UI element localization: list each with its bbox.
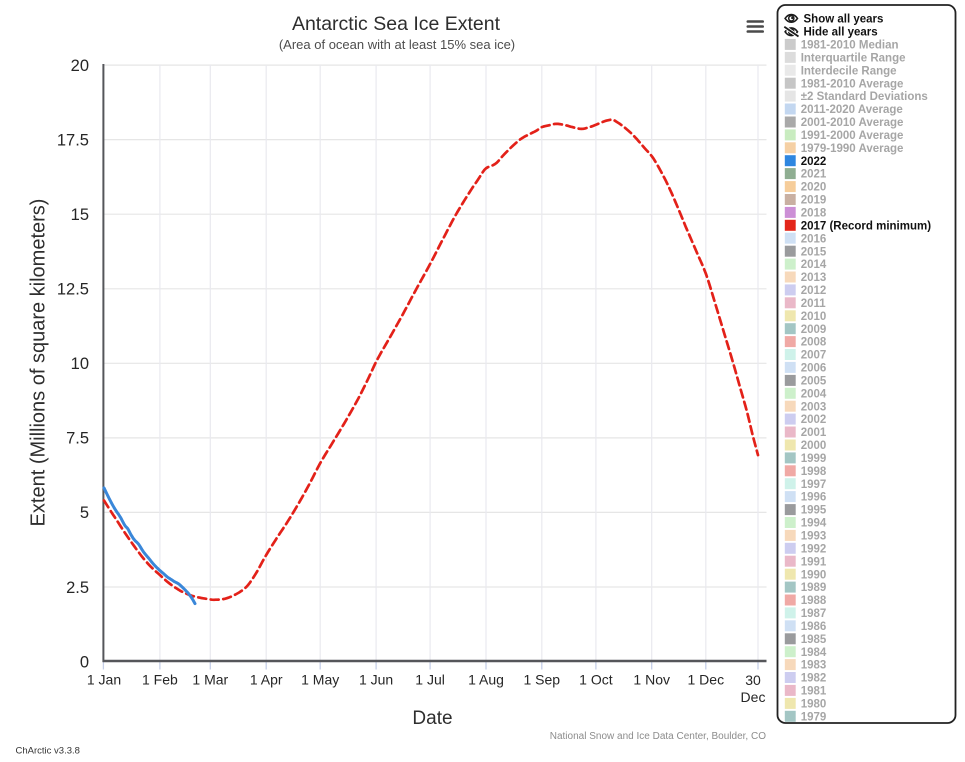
svg-text:±2 Standard Deviations: ±2 Standard Deviations [801,91,928,103]
svg-text:2016: 2016 [801,233,827,245]
svg-text:1991: 1991 [801,556,827,568]
svg-text:5: 5 [80,504,89,522]
svg-text:1980: 1980 [801,699,827,711]
svg-text:2001: 2001 [801,427,827,439]
svg-text:1985: 1985 [801,634,827,646]
svg-text:2012: 2012 [801,285,827,297]
svg-text:1 Jul: 1 Jul [415,672,445,688]
svg-text:1 May: 1 May [301,672,339,688]
svg-text:2021: 2021 [801,169,827,181]
svg-text:1998: 1998 [801,466,827,478]
svg-text:1 Dec: 1 Dec [688,672,725,688]
svg-text:1996: 1996 [801,492,827,504]
svg-text:30: 30 [745,672,761,688]
svg-text:20: 20 [71,57,89,75]
svg-text:2017 (Record minimum): 2017 (Record minimum) [801,220,932,232]
svg-text:2005: 2005 [801,376,827,388]
svg-text:10: 10 [71,355,89,373]
svg-text:1992: 1992 [801,543,827,555]
svg-text:2018: 2018 [801,208,827,220]
svg-text:2009: 2009 [801,324,827,336]
svg-text:2013: 2013 [801,272,827,284]
svg-text:2006: 2006 [801,363,827,375]
svg-text:1988: 1988 [801,595,827,607]
svg-text:Dec: Dec [741,689,766,705]
svg-text:(Area of ocean with at least 1: (Area of ocean with at least 15% sea ice… [279,37,515,52]
svg-text:2014: 2014 [801,259,827,271]
svg-text:0: 0 [80,653,89,671]
svg-text:1986: 1986 [801,621,827,633]
svg-text:Extent (Millions of square kil: Extent (Millions of square kilometers) [28,199,50,527]
svg-text:1981-2010 Median: 1981-2010 Median [801,40,899,52]
svg-text:1981-2010 Average: 1981-2010 Average [801,78,904,90]
svg-text:Date: Date [412,708,452,729]
svg-text:1997: 1997 [801,479,827,491]
svg-text:2.5: 2.5 [66,579,89,597]
svg-text:1993: 1993 [801,531,827,543]
svg-text:7.5: 7.5 [66,430,89,448]
svg-text:1984: 1984 [801,647,827,659]
svg-text:2004: 2004 [801,388,827,400]
svg-text:2011: 2011 [801,298,827,310]
svg-text:Interquartile Range: Interquartile Range [801,53,906,65]
svg-text:2015: 2015 [801,246,827,258]
svg-text:Show all years: Show all years [804,14,884,26]
svg-text:Hide all years: Hide all years [804,27,878,39]
svg-text:1979: 1979 [801,711,827,723]
svg-text:National Snow and Ice Data Cen: National Snow and Ice Data Center, Bould… [550,731,766,742]
svg-text:1991-2000 Average: 1991-2000 Average [801,130,904,142]
svg-text:1999: 1999 [801,453,827,465]
svg-text:12.5: 12.5 [57,281,89,299]
svg-text:1 Feb: 1 Feb [142,672,178,688]
svg-text:ChArctic v3.3.8: ChArctic v3.3.8 [16,746,80,757]
svg-text:2011-2020 Average: 2011-2020 Average [801,104,903,116]
svg-text:15: 15 [71,206,89,224]
svg-text:1 Nov: 1 Nov [633,672,670,688]
svg-text:1989: 1989 [801,582,827,594]
svg-text:Interdecile Range: Interdecile Range [801,65,897,77]
svg-text:1995: 1995 [801,505,827,517]
svg-text:1 Jan: 1 Jan [87,672,121,688]
svg-text:2022: 2022 [801,156,827,168]
svg-text:2000: 2000 [801,440,827,452]
svg-text:2008: 2008 [801,337,827,349]
svg-text:1990: 1990 [801,569,827,581]
svg-text:1987: 1987 [801,608,827,620]
svg-text:2003: 2003 [801,401,827,413]
svg-text:Antarctic Sea Ice Extent: Antarctic Sea Ice Extent [292,13,501,35]
svg-text:2019: 2019 [801,195,827,207]
svg-text:2001-2010 Average: 2001-2010 Average [801,117,904,129]
svg-text:2002: 2002 [801,414,827,426]
svg-text:1 Oct: 1 Oct [579,672,613,688]
svg-text:1 Sep: 1 Sep [524,672,561,688]
svg-text:1979-1990 Average: 1979-1990 Average [801,143,904,155]
svg-text:17.5: 17.5 [57,131,89,149]
svg-text:1 Aug: 1 Aug [468,672,504,688]
svg-text:1 Mar: 1 Mar [192,672,228,688]
svg-text:1 Jun: 1 Jun [359,672,393,688]
svg-text:1981: 1981 [801,686,827,698]
svg-text:1994: 1994 [801,518,827,530]
svg-text:1982: 1982 [801,673,827,685]
svg-text:2007: 2007 [801,350,827,362]
svg-text:1983: 1983 [801,660,827,672]
svg-text:1 Apr: 1 Apr [250,672,283,688]
svg-text:2010: 2010 [801,311,827,323]
svg-text:2020: 2020 [801,182,827,194]
